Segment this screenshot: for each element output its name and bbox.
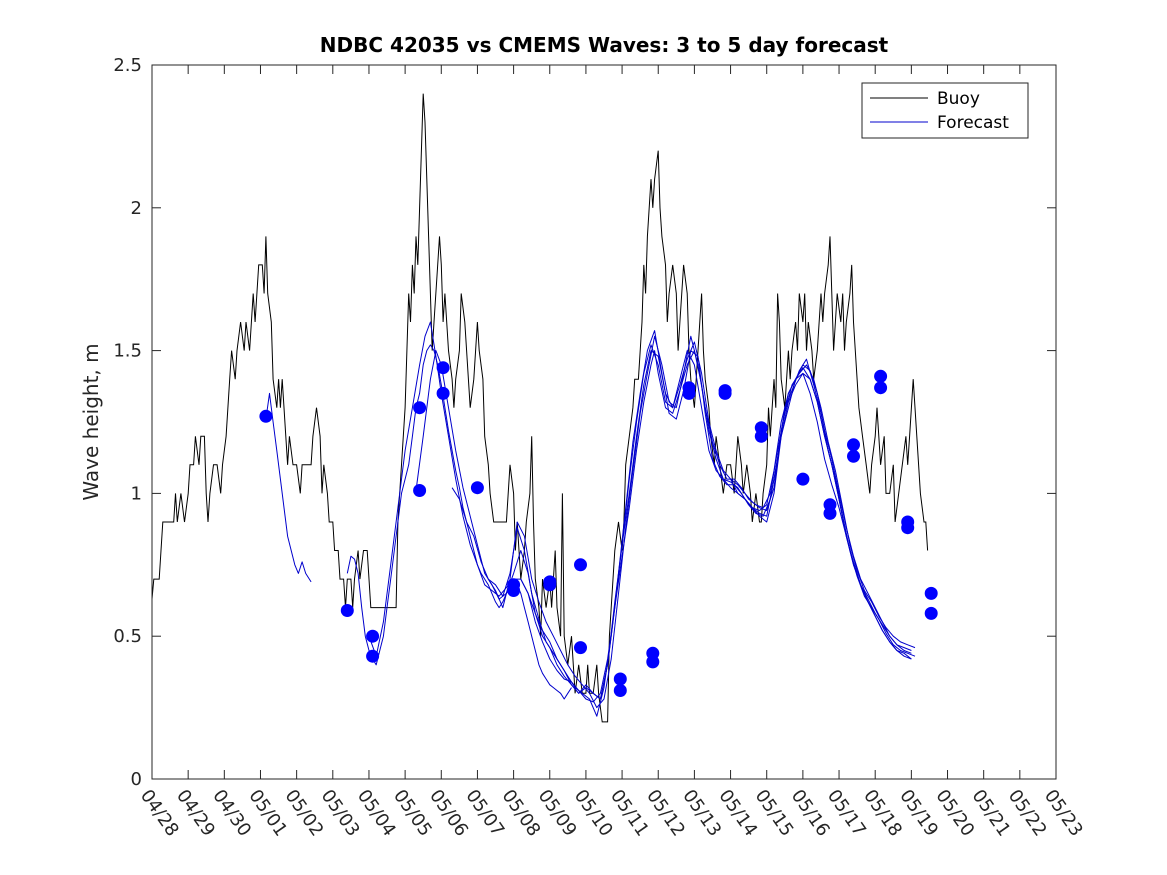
series-layer [151, 93, 929, 723]
legend: Buoy Forecast [861, 82, 1029, 139]
y-tick-label: 1.5 [113, 341, 142, 362]
forecast-marker [901, 521, 915, 535]
y-tick-label: 2 [131, 198, 142, 219]
forecast-marker [682, 386, 696, 400]
legend-forecast-label: Forecast [937, 113, 1009, 133]
forecast-marker [718, 386, 732, 400]
forecast-marker [340, 604, 354, 617]
forecast-series-line [346, 344, 572, 700]
y-tick-label: 2.5 [113, 55, 142, 76]
y-axis-label: Wave height, m [79, 343, 103, 500]
forecast-marker [413, 401, 427, 415]
forecast-marker [413, 484, 427, 497]
forecast-marker [847, 438, 860, 452]
y-tick-label: 0.5 [113, 626, 142, 647]
forecast-marker [436, 386, 450, 400]
plot-frame [151, 64, 1057, 780]
chart-title: NDBC 42035 vs CMEMS Waves: 3 to 5 day fo… [320, 33, 889, 57]
y-tick-label: 0 [131, 769, 142, 790]
forecast-marker [847, 449, 860, 463]
forecast-series-line [451, 335, 916, 709]
forecast-marker [574, 558, 587, 572]
forecast-marker [470, 481, 484, 495]
forecast-marker [366, 649, 380, 663]
forecast-marker [646, 655, 660, 669]
forecast-marker [507, 584, 521, 597]
forecast-marker [574, 641, 587, 655]
forecast-marker [823, 506, 837, 520]
forecast-marker [924, 606, 938, 620]
forecast-marker [613, 684, 627, 697]
forecast-marker [436, 361, 450, 375]
forecast-marker [874, 369, 888, 383]
forecast-marker [259, 409, 273, 423]
forecast-marker [796, 472, 810, 486]
plot-area [152, 65, 1056, 779]
forecast-series-line [730, 372, 912, 660]
forecast-markers [259, 361, 938, 697]
forecast-marker [613, 672, 627, 686]
forecast-marker [754, 429, 768, 443]
forecast-series-line [265, 392, 312, 583]
legend-buoy-label: Buoy [937, 89, 980, 109]
legend-box [861, 82, 1029, 139]
forecast-marker [543, 578, 557, 592]
y-tick-labels: 0 0.5 1 1.5 2 2.5 [113, 55, 142, 790]
y-tick-label: 1 [131, 483, 142, 504]
forecast-marker [366, 629, 380, 643]
forecast-marker [924, 586, 938, 600]
forecast-marker [874, 381, 888, 395]
